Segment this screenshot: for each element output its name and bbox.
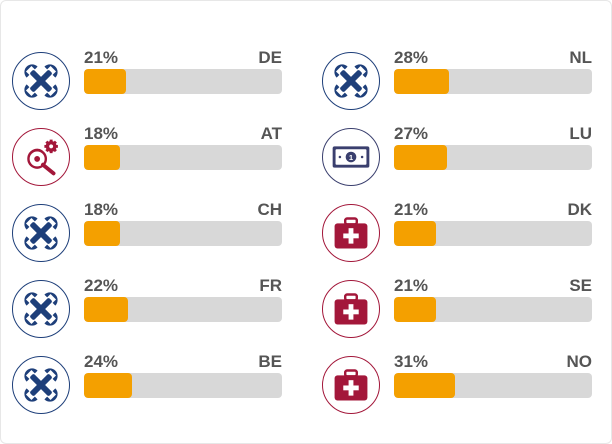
bar-row-fr: 22% FR (12, 276, 304, 356)
country-code-label: CH (257, 200, 282, 219)
bar-row-at: 18% AT (12, 124, 304, 204)
bar-fill (84, 69, 126, 94)
medical-kit-icon (322, 356, 380, 414)
data-label: 21% (84, 48, 119, 67)
bar-track (394, 373, 592, 398)
bar-track (84, 221, 282, 246)
country-code-label: NL (569, 48, 592, 67)
country-code-label: NO (566, 352, 593, 371)
country-code-label: BE (258, 352, 282, 371)
bar-fill (84, 221, 120, 246)
wrench-icon (322, 52, 380, 110)
bar-fill (394, 373, 455, 398)
bar-track (84, 373, 282, 398)
wrench-icon (12, 52, 70, 110)
bar-track (394, 221, 592, 246)
data-label: 28% (394, 48, 429, 67)
country-code-label: SE (569, 276, 592, 295)
bar-track (84, 145, 282, 170)
wrench-icon (12, 280, 70, 338)
bar-track (394, 69, 592, 94)
country-code-label: AT (260, 124, 282, 143)
bar-track (394, 145, 592, 170)
svg-text:1: 1 (349, 153, 354, 162)
data-label: 24% (84, 352, 119, 371)
country-code-label: LU (569, 124, 592, 143)
country-code-label: DK (567, 200, 592, 219)
country-code-label: FR (259, 276, 282, 295)
data-label: 18% (84, 200, 119, 219)
bar-row-be: 24% BE (12, 352, 304, 432)
data-label: 18% (84, 124, 119, 143)
banknote-icon: 1 (322, 128, 380, 186)
data-label: 27% (394, 124, 429, 143)
bar-row-no: 31% NO (322, 352, 612, 432)
bar-fill (394, 297, 436, 322)
data-label: 22% (84, 276, 119, 295)
bar-fill (394, 69, 449, 94)
bar-row-se: 21% SE (322, 276, 612, 356)
medical-kit-icon (322, 280, 380, 338)
wrench-icon (12, 204, 70, 262)
medical-kit-icon (322, 204, 380, 262)
wrench-icon (12, 356, 70, 414)
bar-row-ch: 18% CH (12, 200, 304, 280)
bar-track (84, 69, 282, 94)
bar-fill (84, 373, 132, 398)
bar-fill (84, 297, 128, 322)
bar-fill (394, 221, 436, 246)
bar-track (84, 297, 282, 322)
bar-row-lu: 1 27% LU (322, 124, 612, 204)
country-code-label: DE (258, 48, 282, 67)
gear-wrench-icon (12, 128, 70, 186)
bar-row-dk: 21% DK (322, 200, 612, 280)
bar-fill (84, 145, 120, 170)
data-label: 21% (394, 200, 429, 219)
data-label: 21% (394, 276, 429, 295)
bar-track (394, 297, 592, 322)
bar-fill (394, 145, 447, 170)
bar-row-nl: 28% NL (322, 48, 612, 128)
bar-row-de: 21% DE (12, 48, 304, 128)
data-label: 31% (394, 352, 429, 371)
